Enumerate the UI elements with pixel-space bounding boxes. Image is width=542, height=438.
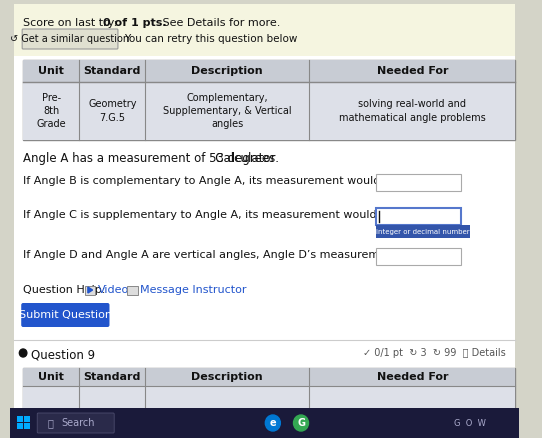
- Text: Complementary,
Supplementary, & Vertical
angles: Complementary, Supplementary, & Vertical…: [163, 93, 292, 129]
- Bar: [85, 286, 95, 295]
- Bar: [24, 423, 30, 429]
- Text: 0 of 1 pts.: 0 of 1 pts.: [103, 18, 166, 28]
- Bar: [17, 423, 23, 429]
- Bar: [376, 174, 461, 191]
- Text: 🔍: 🔍: [48, 418, 54, 428]
- Circle shape: [266, 415, 280, 431]
- Text: Submit Question: Submit Question: [19, 310, 112, 320]
- Text: Score on last try:: Score on last try:: [23, 18, 121, 28]
- Text: If Angle C is supplementary to Angle A, its measurement would be:: If Angle C is supplementary to Angle A, …: [23, 210, 398, 220]
- FancyBboxPatch shape: [14, 4, 515, 56]
- Text: Angle A has a measurement of 53 degrees.: Angle A has a measurement of 53 degrees.: [23, 152, 279, 165]
- FancyBboxPatch shape: [37, 413, 114, 433]
- FancyBboxPatch shape: [21, 303, 109, 327]
- Bar: [23, 60, 515, 140]
- Bar: [17, 416, 23, 422]
- Text: solving real-world and
mathematical angle problems: solving real-world and mathematical angl…: [339, 99, 486, 123]
- Bar: [23, 386, 515, 423]
- Bar: [10, 408, 519, 438]
- Bar: [376, 248, 461, 265]
- Text: Unit: Unit: [38, 372, 64, 382]
- Text: If Angle B is complementary to Angle A, its measurement would be:: If Angle B is complementary to Angle A, …: [23, 176, 402, 186]
- Text: ✓ 0/1 pt  ↻ 3  ↻ 99  ⓘ Details: ✓ 0/1 pt ↻ 3 ↻ 99 ⓘ Details: [363, 348, 506, 358]
- Text: Enter an integer or decimal number [more...]: Enter an integer or decimal number [more…: [344, 228, 502, 235]
- Text: ↺ Get a similar question: ↺ Get a similar question: [10, 34, 130, 44]
- Text: G: G: [297, 418, 305, 428]
- Text: Description: Description: [191, 372, 263, 382]
- Bar: [23, 368, 515, 386]
- Text: Search: Search: [62, 418, 95, 428]
- Text: Message Instructor: Message Instructor: [140, 285, 247, 295]
- Bar: [23, 82, 515, 140]
- Polygon shape: [88, 287, 93, 293]
- Text: See Details for more.: See Details for more.: [159, 18, 281, 28]
- Text: G  O  W: G O W: [454, 418, 486, 427]
- Text: Video: Video: [98, 285, 130, 295]
- Text: Unit: Unit: [38, 66, 64, 76]
- Text: Question 9: Question 9: [30, 348, 95, 361]
- Circle shape: [20, 349, 27, 357]
- Text: Standard: Standard: [83, 66, 141, 76]
- Text: Geometry
7.G.5: Geometry 7.G.5: [88, 99, 137, 123]
- Circle shape: [294, 415, 308, 431]
- Text: You can retry this question below: You can retry this question below: [125, 34, 298, 44]
- Bar: [24, 416, 30, 422]
- Bar: [23, 60, 515, 82]
- Text: Standard: Standard: [83, 372, 141, 382]
- Text: Pre-
8th
Grade: Pre- 8th Grade: [36, 93, 66, 129]
- Text: e: e: [269, 418, 276, 428]
- Text: Needed For: Needed For: [377, 66, 448, 76]
- Bar: [127, 286, 138, 295]
- Bar: [376, 208, 461, 225]
- Text: Calculator: Calculator: [204, 152, 276, 165]
- FancyBboxPatch shape: [22, 29, 118, 49]
- FancyBboxPatch shape: [14, 4, 515, 434]
- Text: If Angle D and Angle A are vertical angles, Angle D’s measurement would be:: If Angle D and Angle A are vertical angl…: [23, 250, 455, 260]
- Bar: [23, 368, 515, 423]
- Bar: [376, 225, 470, 238]
- Text: Question Help:: Question Help:: [23, 285, 106, 295]
- Text: Description: Description: [191, 66, 263, 76]
- Text: Needed For: Needed For: [377, 372, 448, 382]
